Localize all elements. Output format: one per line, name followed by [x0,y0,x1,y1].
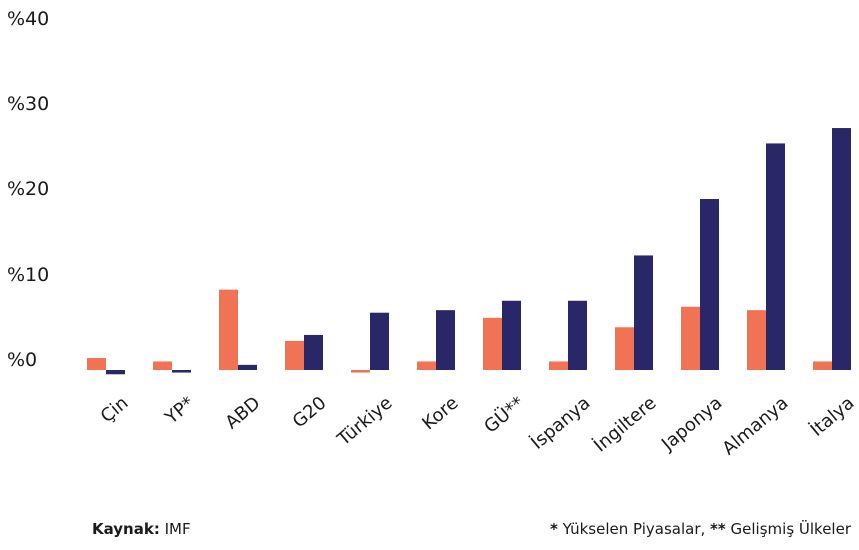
x-tick-label: Çin [97,393,133,428]
bar-series-2-item-6 [436,310,455,370]
y-tick-label-20: %20 [7,178,49,200]
x-tick-label: İtalya [807,393,859,441]
x-tick-label: İngiltere [590,393,660,457]
x-tick-label: Almanya [718,393,792,460]
bar-series-1-item-10 [681,306,700,370]
bar-series-2-item-3 [238,364,257,370]
abbreviation-note: * Yükselen Piyasalar, ** Gelişmiş Ülkele… [550,520,851,538]
bar-series-2-item-4 [304,334,323,370]
bar-series-1-item-4 [285,340,304,370]
bar-series-2-item-2 [172,370,191,373]
bar-series-2-item-11 [766,143,785,370]
source-note: Kaynak: IMF [92,520,191,538]
bar-series-2-item-1 [106,370,125,375]
bar-series-1-item-2 [153,361,172,370]
bar-series-2-item-8 [568,300,587,370]
bar-series-2-item-10 [700,199,719,370]
x-tick-label: Japonya [657,393,726,456]
bar-series-2-item-12 [832,128,851,370]
bar-series-1-item-8 [549,361,568,370]
bar-series-1-item-6 [417,361,436,370]
bar-series-1-item-3 [219,289,238,370]
x-tick-label: ABD [221,393,264,434]
y-tick-label-30: %30 [7,93,49,115]
bar-series-1-item-12 [813,361,832,370]
bar-series-2-item-7 [502,300,521,370]
category-labels: Çin YP* ABD G20 Türkiye Kore GÜ**İspanyaİngilt… [97,392,859,460]
bar-series-2-item-5 [370,312,389,370]
x-tick-label: YP* [161,393,199,430]
source-label: Kaynak: [92,520,160,538]
note-star-text: Yükselen Piyasalar, [562,520,706,538]
y-tick-label-0: %0 [7,349,37,371]
y-axis-ticks: %40 %30 %20 %10 %0 [7,8,49,371]
chart: %40 %30 %20 %10 %0 Çin YP* ABD G20 Türkiye Ko… [7,8,859,460]
x-tick-label: Kore [418,393,462,435]
x-tick-label: G20 [289,393,331,433]
source-value: IMF [164,520,191,538]
y-tick-label-10: %10 [7,264,49,286]
bars [87,128,851,375]
bar-series-1-item-7 [483,317,502,370]
note-double-star: ** [710,520,726,538]
bar-series-1-item-9 [615,327,634,370]
note-double-star-text: Gelişmiş Ülkeler [730,520,851,538]
bar-series-1-item-11 [747,310,766,370]
x-tick-label: Türkiye [333,393,397,451]
bar-series-1-item-1 [87,358,106,370]
bar-series-1-item-5 [351,370,370,373]
note-star: * [550,520,558,538]
x-tick-label: GÜ** [480,392,529,438]
bar-series-2-item-9 [634,255,653,370]
x-tick-label: İspanya [527,393,594,454]
y-tick-label-40: %40 [7,8,49,30]
